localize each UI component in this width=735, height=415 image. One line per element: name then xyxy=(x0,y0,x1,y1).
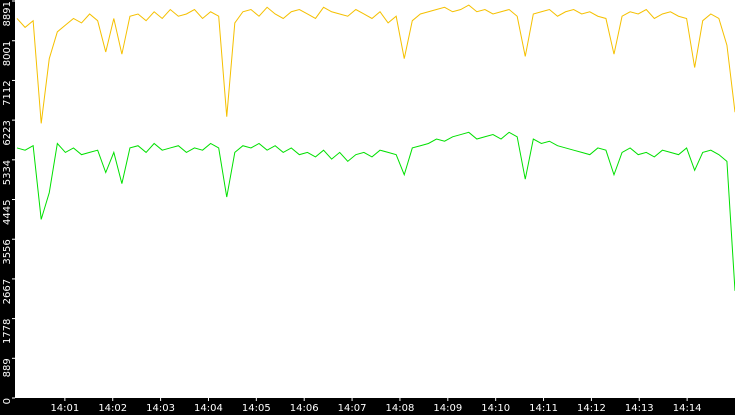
y-tick-label: 8001 xyxy=(2,41,13,66)
x-tick-label: 14:13 xyxy=(625,403,654,414)
x-tick-label: 14:01 xyxy=(50,403,79,414)
x-tick-label: 14:11 xyxy=(529,403,558,414)
x-tick-label: 14:08 xyxy=(386,403,415,414)
x-tick-label: 14:14 xyxy=(673,403,702,414)
x-tick-label: 14:06 xyxy=(290,403,319,414)
y-tick-label: 3556 xyxy=(2,239,13,264)
y-tick-label: 0 xyxy=(2,398,13,404)
y-tick-label: 5334 xyxy=(2,160,13,185)
x-tick-label: 14:12 xyxy=(577,403,606,414)
x-tick-label: 14:04 xyxy=(194,403,223,414)
x-tick-label: 14:09 xyxy=(433,403,462,414)
x-tick-label: 14:02 xyxy=(98,403,127,414)
y-tick-label: 889 xyxy=(2,358,13,377)
x-tick-label: 14:10 xyxy=(481,403,510,414)
y-tick-label: 7112 xyxy=(2,80,13,105)
series-line xyxy=(16,4,735,124)
x-tick-label: 14:07 xyxy=(338,403,367,414)
x-tick-label: 14:05 xyxy=(242,403,271,414)
plot-area xyxy=(15,0,735,398)
y-tick-label: 6223 xyxy=(2,120,13,145)
x-tick-label: 14:03 xyxy=(146,403,175,414)
y-tick-label: 8891 xyxy=(2,1,13,26)
y-tick-label: 1778 xyxy=(2,319,13,344)
y-tick-label: 2667 xyxy=(2,279,13,304)
series-line xyxy=(16,131,735,291)
y-tick-label: 4445 xyxy=(2,200,13,225)
